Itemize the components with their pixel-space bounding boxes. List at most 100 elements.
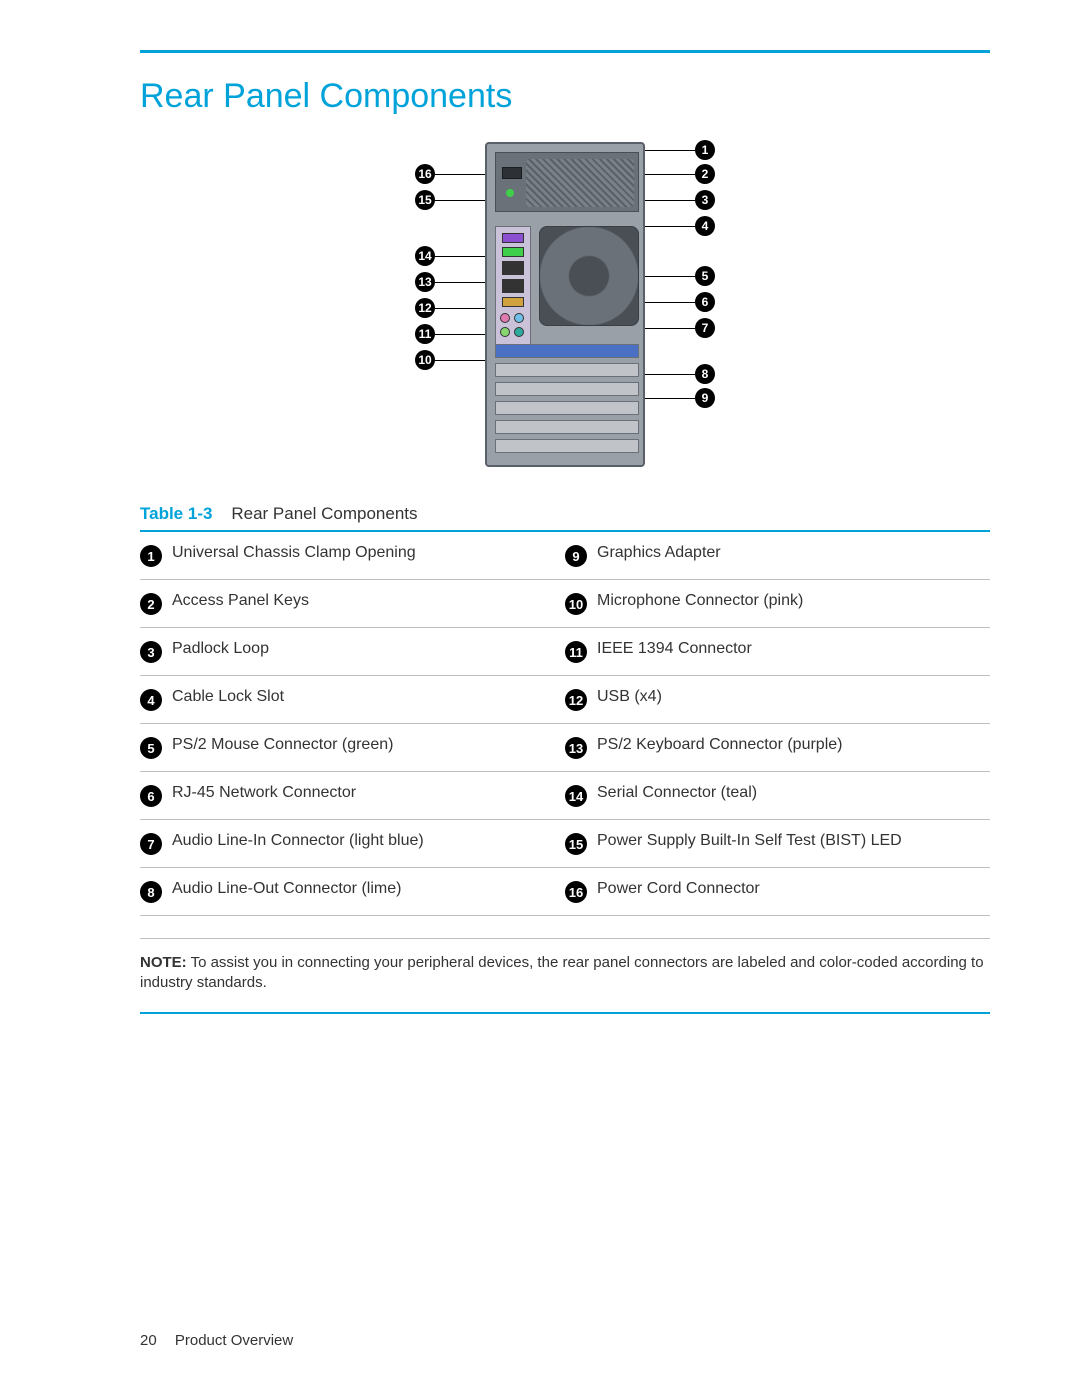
component-label: Audio Line-Out Connector (lime) [172, 880, 401, 898]
leader-line [645, 200, 695, 201]
figure-callout-badge: 2 [695, 164, 715, 184]
callout-badge: 10 [565, 593, 587, 615]
mic-jack-icon [500, 313, 510, 323]
callout-badge: 3 [140, 641, 162, 663]
table-cell-right: 11IEEE 1394 Connector [565, 640, 990, 663]
table-cell-right: 15 Power Supply Built-In Self Test (BIST)… [565, 832, 990, 855]
slot-cover [495, 382, 639, 396]
leader-line [435, 256, 485, 257]
callout-badge: 1 [140, 545, 162, 567]
callout-badge: 14 [565, 785, 587, 807]
figure-callout-badge: 7 [695, 318, 715, 338]
table-cell-left: 4 Cable Lock Slot [140, 688, 565, 711]
slot-cover [495, 439, 639, 453]
usb-block-icon [502, 261, 524, 275]
table-row: 2Access Panel Keys10 Microphone Connector… [140, 580, 990, 628]
psu-grill [526, 159, 634, 207]
table-cell-left: 5PS/2 Mouse Connector (green) [140, 736, 565, 759]
callout-badge: 9 [565, 545, 587, 567]
figure-callout-badge: 1 [695, 140, 715, 160]
section-title: Rear Panel Components [140, 77, 990, 116]
component-label: Serial Connector (teal) [597, 784, 757, 802]
table-label: Table 1-3 [140, 504, 212, 523]
note-block: NOTE: To assist you in connecting your p… [140, 938, 990, 1014]
figure-callout-badge: 11 [415, 324, 435, 344]
note-text: To assist you in connecting your periphe… [140, 954, 984, 991]
callout-badge: 8 [140, 881, 162, 903]
table-cell-right: 9 Graphics Adapter [565, 544, 990, 567]
component-label: Microphone Connector (pink) [597, 592, 803, 610]
page-number: 20 [140, 1332, 157, 1349]
component-label: Cable Lock Slot [172, 688, 284, 706]
slot-cover [495, 363, 639, 377]
callout-badge: 7 [140, 833, 162, 855]
leader-line [435, 308, 485, 309]
table-cell-right: 13 PS/2 Keyboard Connector (purple) [565, 736, 990, 759]
ps2-keyboard-port-icon [502, 233, 524, 243]
ps2-mouse-port-icon [502, 247, 524, 257]
leader-line [435, 360, 485, 361]
component-label: USB (x4) [597, 688, 662, 706]
callout-badge: 13 [565, 737, 587, 759]
table-cell-left: 7 Audio Line-In Connector (light blue) [140, 832, 565, 855]
leader-line [435, 200, 485, 201]
component-label: Power Cord Connector [597, 880, 760, 898]
leader-line [645, 374, 695, 375]
lineout-jack-icon [500, 327, 510, 337]
table-caption: Table 1-3 Rear Panel Components [140, 504, 990, 524]
table-row: 4 Cable Lock Slot 12 USB (x4) [140, 676, 990, 724]
leader-line [435, 334, 485, 335]
figure-callout-badge: 8 [695, 364, 715, 384]
chapter-name: Product Overview [175, 1332, 293, 1349]
table-cell-left: 1Universal Chassis Clamp Opening [140, 544, 565, 567]
component-label: Audio Line-In Connector (light blue) [172, 832, 424, 850]
power-plug-icon [502, 167, 522, 179]
component-label: Padlock Loop [172, 640, 269, 658]
figure-callout-badge: 3 [695, 190, 715, 210]
linein-jack-icon [514, 313, 524, 323]
top-rule [140, 50, 990, 53]
serial-port-icon [514, 327, 524, 337]
component-label: Access Panel Keys [172, 592, 309, 610]
table-row: 5PS/2 Mouse Connector (green)13 PS/2 Keyb… [140, 724, 990, 772]
leader-line [645, 150, 695, 151]
table-title: Rear Panel Components [231, 504, 417, 523]
figure-area: 12345678916151413121110 [140, 136, 990, 476]
callout-badge: 15 [565, 833, 587, 855]
leader-line [645, 398, 695, 399]
figure-callout-badge: 10 [415, 350, 435, 370]
table-row: 3 Padlock Loop 11IEEE 1394 Connector [140, 628, 990, 676]
callout-badge: 12 [565, 689, 587, 711]
table-row: 7 Audio Line-In Connector (light blue) 15 P… [140, 820, 990, 868]
page-footer: 20 Product Overview [140, 1332, 293, 1349]
leader-line [645, 174, 695, 175]
table-cell-left: 2Access Panel Keys [140, 592, 565, 615]
table-cell-left: 3 Padlock Loop [140, 640, 565, 663]
table-row: 1Universal Chassis Clamp Opening9 Graphic… [140, 532, 990, 580]
components-table: 1Universal Chassis Clamp Opening9 Graphic… [140, 530, 990, 916]
tower-illustration [485, 142, 645, 467]
callout-badge: 4 [140, 689, 162, 711]
bist-led-icon [506, 189, 514, 197]
leader-line [645, 302, 695, 303]
leader-line [645, 328, 695, 329]
component-label: PS/2 Mouse Connector (green) [172, 736, 393, 754]
table-cell-left: 6RJ-45 Network Connector [140, 784, 565, 807]
figure-callout-badge: 12 [415, 298, 435, 318]
table-cell-right: 16Power Cord Connector [565, 880, 990, 903]
leader-line [435, 282, 485, 283]
component-label: Graphics Adapter [597, 544, 721, 562]
figure-callout-badge: 14 [415, 246, 435, 266]
table-cell-right: 10 Microphone Connector (pink) [565, 592, 990, 615]
figure-callout-badge: 13 [415, 272, 435, 292]
figure-callout-badge: 9 [695, 388, 715, 408]
graphics-card-slot [495, 344, 639, 358]
component-label: PS/2 Keyboard Connector (purple) [597, 736, 842, 754]
component-label: IEEE 1394 Connector [597, 640, 752, 658]
note-label: NOTE: [140, 954, 187, 971]
leader-line [645, 226, 695, 227]
io-panel [495, 226, 531, 356]
figure-callout-badge: 5 [695, 266, 715, 286]
usb-block-icon [502, 279, 524, 293]
component-label: Power Supply Built-In Self Test (BIST) L… [597, 832, 902, 850]
